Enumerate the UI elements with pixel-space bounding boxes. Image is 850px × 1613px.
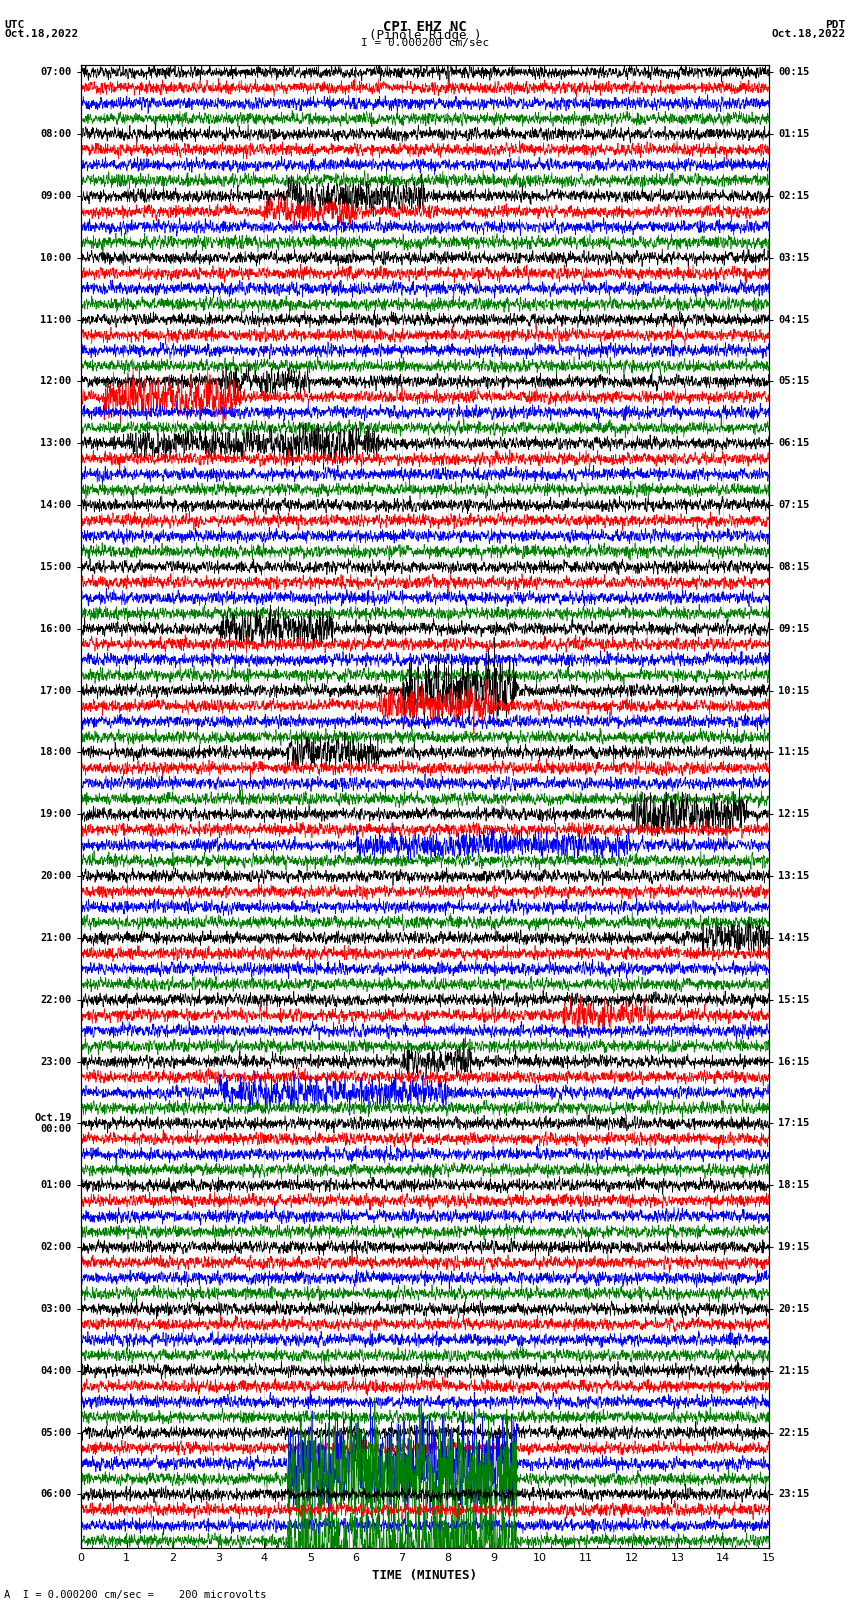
Text: Oct.18,2022: Oct.18,2022 [4,29,78,39]
Text: A  I = 0.000200 cm/sec =    200 microvolts: A I = 0.000200 cm/sec = 200 microvolts [4,1590,267,1600]
Text: I = 0.000200 cm/sec: I = 0.000200 cm/sec [361,39,489,48]
Text: (Pinole Ridge ): (Pinole Ridge ) [369,29,481,42]
Text: Oct.18,2022: Oct.18,2022 [772,29,846,39]
Text: CPI EHZ NC: CPI EHZ NC [383,19,467,34]
X-axis label: TIME (MINUTES): TIME (MINUTES) [372,1569,478,1582]
Text: UTC: UTC [4,19,25,31]
Text: PDT: PDT [825,19,846,31]
